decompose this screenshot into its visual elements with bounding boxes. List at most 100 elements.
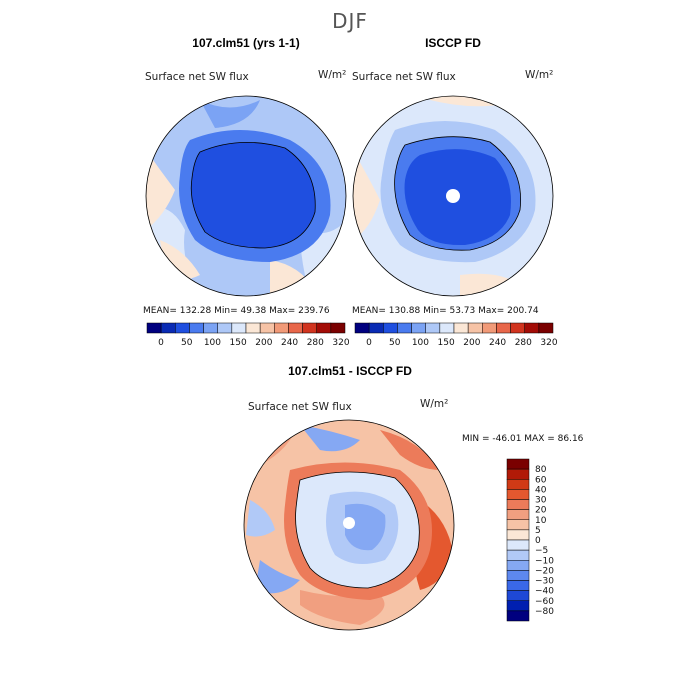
panel-diff-colorbar-tick-label: −20 (535, 566, 554, 576)
panel-obs-colorbar-swatch (425, 322, 441, 334)
panel-diff-colorbar-swatch (506, 539, 530, 551)
panel-diff-colorbar-tick-label: −30 (535, 577, 554, 587)
panel-model-colorbar-swatch (231, 322, 247, 334)
panel-diff-colorbar-swatch (506, 590, 530, 601)
panel-model: 107.clm51 (yrs 1-1) Surface net SW flux … (143, 36, 350, 348)
panel-diff-colorbar-tick-label: 30 (535, 496, 547, 506)
panel-model-colorbar-tick-label: 50 (181, 338, 193, 348)
panel-obs-colorbar-swatch (368, 322, 384, 334)
panel-diff-border (243, 419, 455, 631)
panel-diff-colorbar-swatch (506, 529, 530, 541)
panel-diff-colorbar-tick-label: 60 (535, 475, 547, 485)
panel-model-units: W/m² (318, 69, 346, 81)
panel-obs-colorbar-swatch (439, 322, 455, 334)
panel-diff-colorbar-swatch (506, 489, 530, 500)
panel-model-colorbar-swatch (146, 322, 162, 334)
panel-model-colorbar-swatch (259, 322, 275, 334)
panel-obs-colorbar-tick-label: 240 (489, 338, 506, 348)
panel-model-colorbar-swatch (175, 322, 190, 334)
panel-obs-colorbar-swatch (383, 322, 398, 334)
panel-model-colorbar-tick-label: 150 (230, 338, 247, 348)
panel-model-colorbar-tick-label: 0 (158, 338, 164, 348)
panel-model-colorbar-swatch (245, 322, 261, 334)
panel-diff-colorbar-swatch (506, 479, 530, 490)
panel-model-colorbar-swatch (189, 322, 204, 334)
panel-diff: 107.clm51 - ISCCP FD Surface net SW flux… (243, 364, 584, 631)
panel-diff-colorbar-swatch (506, 560, 530, 571)
panel-obs-colorbar-tick-label: 150 (438, 338, 455, 348)
panel-obs-units: W/m² (525, 69, 553, 81)
panel-model-colorbar-swatch (160, 322, 176, 334)
panel-model-map (146, 96, 346, 296)
panel-model-colorbar-swatch (217, 322, 233, 334)
panel-obs-colorbar-tick-label: 100 (412, 338, 429, 348)
panel-obs-title: ISCCP FD (425, 36, 481, 50)
panel-obs-colorbar-swatch (354, 322, 370, 334)
panel-model-colorbar-swatch (330, 322, 346, 334)
panel-diff-colorbar-swatch (506, 549, 530, 561)
panel-diff-colorbar-tick-label: 5 (535, 526, 541, 536)
panel-obs-colorbar-swatch (397, 322, 412, 334)
panel-obs-border (352, 95, 554, 297)
panel-diff-colorbar-swatch (506, 509, 530, 520)
panel-obs-colorbar-swatch (510, 322, 525, 334)
panel-obs-colorbar-swatch (411, 322, 426, 334)
panel-diff-colorbar-tick-label: 40 (535, 485, 547, 495)
panel-obs-colorbar-tick-label: 0 (366, 338, 372, 348)
panel-model-colorbar-swatch (288, 322, 303, 334)
panel-diff-colorbar-swatch (506, 499, 530, 510)
panel-diff-colorbar-tick-label: 80 (535, 465, 547, 475)
panel-diff-colorbar-swatch (506, 580, 530, 591)
panel-diff-colorbar-tick-label: 10 (535, 516, 547, 526)
panel-obs-map (353, 96, 553, 296)
panel-diff-colorbar-tick-label: −40 (535, 587, 554, 597)
panel-obs-stats: MEAN= 130.88 Min= 53.73 Max= 200.74 (352, 306, 539, 316)
panel-model-colorbar-tick-label: 200 (255, 338, 272, 348)
panel-diff-colorbar-swatch (506, 468, 530, 480)
panel-model-colorbar-tick-label: 320 (332, 338, 349, 348)
panel-obs-colorbar-swatch (496, 322, 511, 334)
panel-diff-colorbar-swatch (506, 610, 530, 622)
panel-obs: ISCCP FD Surface net SW flux W/m² MEAN= … (352, 36, 558, 348)
panel-obs-colorbar-tick-label: 320 (540, 338, 557, 348)
panel-diff-subtitle: Surface net SW flux (248, 401, 352, 413)
panel-diff-colorbar-tick-label: −5 (535, 546, 548, 556)
panel-obs-colorbar-tick-label: 200 (463, 338, 480, 348)
figure-title: DJF (332, 9, 368, 33)
panel-obs-colorbar-swatch (538, 322, 554, 334)
panel-model-title: 107.clm51 (yrs 1-1) (192, 36, 299, 50)
panel-diff-colorbar-swatch (506, 570, 530, 581)
panel-diff-title: 107.clm51 - ISCCP FD (288, 364, 412, 378)
panel-diff-units: W/m² (420, 398, 448, 410)
panel-obs-colorbar-swatch (453, 322, 469, 334)
panel-diff-map (244, 420, 454, 630)
panel-diff-colorbar-swatch (506, 458, 530, 470)
panel-model-colorbar-swatch (316, 322, 332, 334)
panel-model-colorbar-swatch (274, 322, 289, 334)
panel-obs-colorbar-swatch (482, 322, 497, 334)
panel-model-colorbar: 0 50 100 150 200 240 280 320 (146, 322, 350, 348)
panel-diff-colorbar-tick-label: −80 (535, 607, 554, 617)
panel-diff-colorbar-tick-label: −60 (535, 597, 554, 607)
panel-obs-colorbar: 0 50 100 150 200 240 280 320 (354, 322, 558, 348)
panel-model-border (145, 95, 347, 297)
panel-model-colorbar-swatch (302, 322, 317, 334)
panel-obs-colorbar-swatch (467, 322, 483, 334)
panel-diff-colorbar-tick-label: 0 (535, 536, 541, 546)
panel-diff-colorbar-tick-label: −10 (535, 556, 554, 566)
panel-diff-stats: MIN = -46.01 MAX = 86.16 (462, 434, 584, 444)
panel-model-colorbar-tick-label: 100 (204, 338, 221, 348)
panel-model-colorbar-tick-label: 240 (281, 338, 298, 348)
panel-model-colorbar-swatch (203, 322, 218, 334)
panel-model-colorbar-tick-label: 280 (307, 338, 324, 348)
panel-diff-colorbar-swatch (506, 519, 530, 531)
panel-diff-colorbar-tick-label: 20 (535, 506, 547, 516)
panel-diff-colorbar-swatch (506, 600, 530, 612)
panel-obs-colorbar-swatch (524, 322, 540, 334)
panel-obs-subtitle: Surface net SW flux (352, 71, 456, 83)
panel-obs-colorbar-tick-label: 50 (389, 338, 401, 348)
panel-model-stats: MEAN= 132.28 Min= 49.38 Max= 239.76 (143, 306, 330, 316)
panel-model-subtitle: Surface net SW flux (145, 71, 249, 83)
